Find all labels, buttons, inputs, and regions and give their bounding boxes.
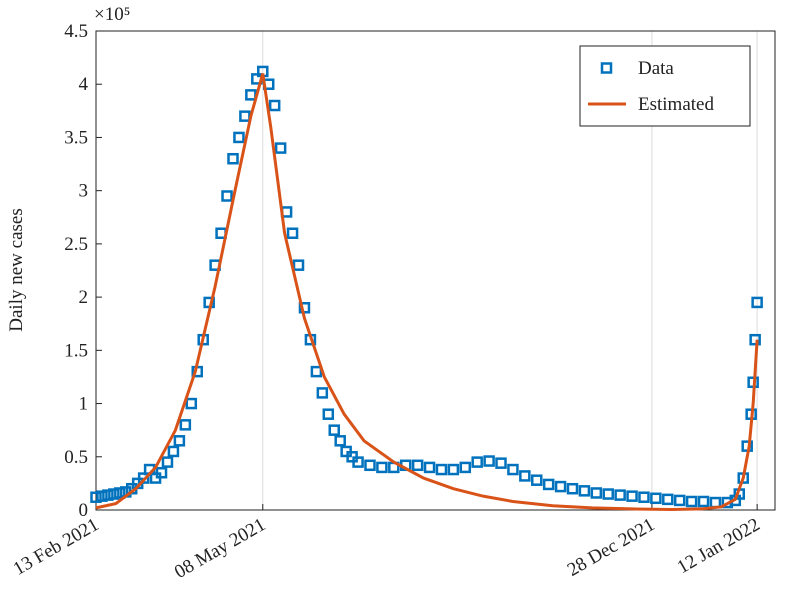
data-point — [185, 397, 198, 410]
data-point — [268, 99, 281, 112]
legend-box — [579, 45, 751, 127]
y-tick-label: 1.5 — [64, 340, 88, 361]
data-point — [602, 488, 614, 500]
data-point — [90, 491, 102, 503]
data-point — [495, 457, 507, 469]
data-point — [96, 490, 108, 502]
legend-marker — [600, 62, 613, 74]
data-point — [531, 474, 543, 486]
data-point — [459, 461, 472, 474]
data-point — [554, 480, 567, 493]
data-point — [239, 110, 251, 122]
data-point — [566, 482, 579, 495]
data-point — [626, 490, 638, 502]
y-tick-label: 0.5 — [64, 447, 88, 468]
data-point — [286, 227, 299, 239]
data-point — [542, 478, 555, 491]
data-point — [614, 489, 626, 501]
data-point — [137, 472, 150, 484]
data-point — [697, 495, 710, 508]
y-tick-label: 1 — [79, 394, 89, 415]
data-point — [650, 492, 662, 505]
y-tick-label: 3.5 — [64, 127, 88, 148]
data-point — [364, 459, 376, 472]
data-point — [673, 494, 686, 507]
y-tick-label: 4 — [79, 74, 89, 95]
data-point — [751, 296, 763, 309]
y-axis-label: Daily new cases — [6, 208, 27, 331]
data-point — [274, 142, 287, 154]
data-point — [352, 456, 364, 468]
plot-frame — [95, 30, 776, 511]
data-point — [167, 445, 180, 458]
data-point — [245, 89, 257, 101]
x-tick-label: 12 Jan 2022 — [674, 514, 764, 578]
legend-label: Data — [638, 58, 674, 79]
data-point — [233, 131, 245, 144]
data-point — [507, 463, 519, 476]
data-point — [155, 466, 168, 479]
data-point — [662, 493, 674, 506]
x-tick-label: 13 Feb 2021 — [10, 514, 103, 580]
y-exponent: ×10⁵ — [94, 4, 130, 25]
legend-label: Estimated — [638, 94, 714, 115]
data-point — [310, 365, 323, 378]
data-point — [638, 491, 650, 503]
data-point — [102, 489, 114, 501]
data-point — [447, 463, 460, 476]
data-point — [161, 456, 174, 468]
data-point — [590, 487, 603, 499]
data-point — [376, 461, 388, 474]
data-point — [227, 152, 239, 165]
x-tick-label: 08 May 2021 — [171, 514, 269, 583]
data-point — [578, 485, 591, 497]
data-point — [749, 333, 761, 346]
data-point — [334, 435, 346, 447]
data-point — [471, 456, 483, 468]
data-point — [316, 387, 329, 399]
data-point — [179, 419, 192, 431]
data-point — [108, 488, 120, 500]
y-tick-label: 0 — [79, 500, 89, 521]
data-point — [173, 435, 186, 447]
data-point — [221, 190, 233, 202]
y-tick-label: 2.5 — [64, 234, 88, 255]
x-tick-label: 28 Dec 2021 — [564, 514, 659, 581]
y-tick-label: 4.5 — [64, 21, 88, 42]
y-tick-label: 3 — [79, 181, 89, 202]
data-point — [483, 455, 495, 467]
y-tick-label: 2 — [79, 287, 89, 308]
data-point — [114, 487, 126, 499]
estimated-line — [95, 73, 759, 511]
data-point — [322, 408, 335, 420]
data-point — [292, 259, 305, 271]
data-point — [423, 461, 436, 474]
data-point — [411, 459, 424, 472]
data-point — [328, 424, 340, 436]
data-point — [435, 463, 448, 476]
data-point — [519, 470, 531, 482]
data-point — [685, 495, 698, 508]
